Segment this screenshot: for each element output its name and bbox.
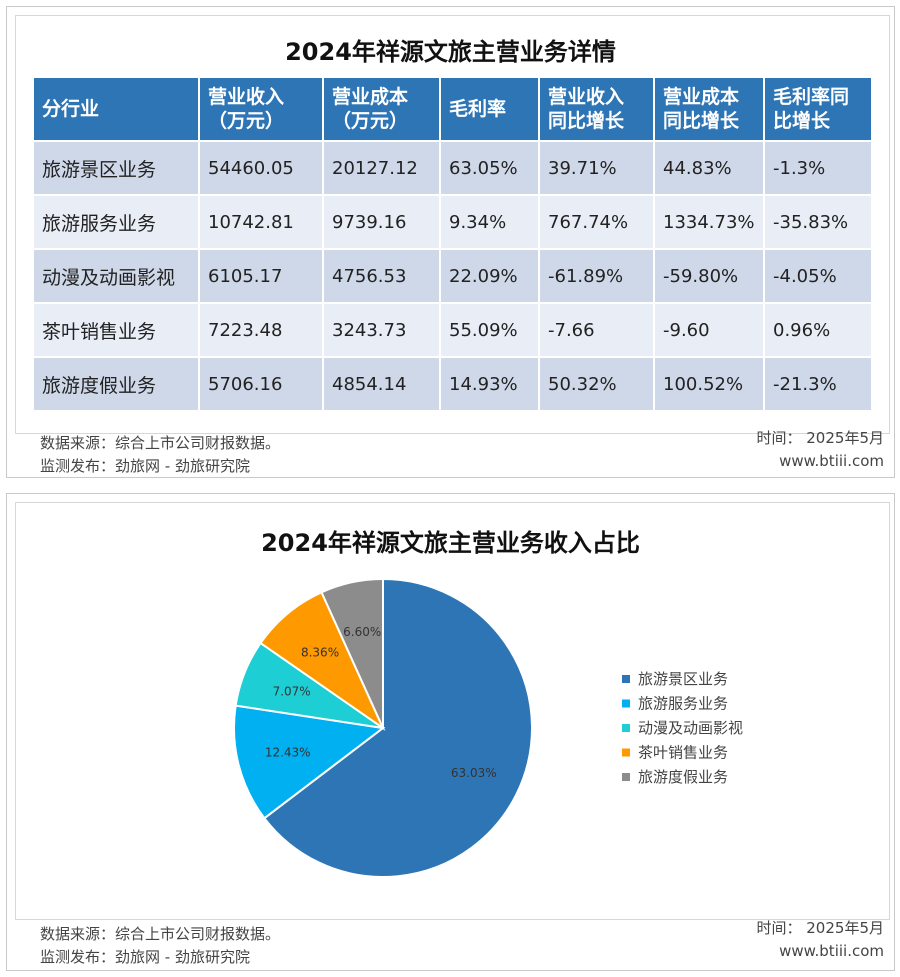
table-cell: 39.71% (540, 140, 655, 194)
column-header: 营业收入 （万元） (200, 78, 324, 140)
publisher-note: 监测发布：劲旅网 - 劲旅研究院 (40, 948, 250, 966)
column-header: 分行业 (34, 78, 200, 140)
table-cell: 50.32% (540, 356, 655, 410)
table-title: 2024年祥源文旅主营业务详情 (285, 38, 616, 66)
site-note: www.btiii.com (779, 942, 884, 960)
slice-label: 8.36% (301, 645, 339, 659)
legend-item-label: 动漫及动画影视 (638, 719, 743, 737)
chart-title: 2024年祥源文旅主营业务收入占比 (261, 529, 640, 557)
table-cell: 0.96% (765, 302, 871, 356)
date-note: 时间： 2025年5月 (756, 919, 885, 937)
pie-slice (233, 704, 386, 820)
row-label-cell: 旅游景区业务 (34, 140, 200, 194)
table-frame (15, 15, 890, 434)
footer-right: 时间： 2025年5月 www.btiii.com (757, 427, 885, 473)
legend-swatch (622, 699, 630, 708)
table-cell: -9.60 (655, 302, 765, 356)
table-cell: -35.83% (765, 194, 871, 248)
table-cell: -59.80% (655, 248, 765, 302)
legend-item-label: 茶叶销售业务 (638, 744, 728, 762)
table-row: 茶叶销售业务 7223.48 3243.73 55.09% -7.66 -9.60 0.96… (34, 302, 871, 356)
legend-item-label: 旅游服务业务 (638, 695, 728, 713)
chart-frame (15, 502, 890, 920)
slice-label: 7.07% (273, 685, 311, 699)
column-header: 营业收入 同比增长 (540, 78, 655, 140)
table-header-row: 分行业 营业收入 （万元） 营业成本 （万元） 毛利率 营业收入 同比增长 营业成本 同比… (34, 78, 871, 140)
publisher-note: 监测发布：劲旅网 - 劲旅研究院 (40, 457, 250, 475)
row-label-cell: 茶叶销售业务 (34, 302, 200, 356)
table-cell: 9.34% (441, 194, 540, 248)
legend-swatch (622, 724, 630, 732)
footer-right: 时间： 2025年5月 www.btiii.com (757, 917, 885, 963)
row-label-cell: 动漫及动画影视 (34, 248, 200, 302)
table-cell: 54460.05 (200, 140, 324, 194)
row-label-cell: 旅游度假业务 (34, 356, 200, 410)
pie-chart: 63.03% 12.43% 7.07% 8.36% 6.60% 旅游景区业务旅游服务业务动… (233, 577, 743, 878)
column-header: 营业成本 （万元） (324, 78, 441, 140)
table-row: 旅游服务业务 10742.81 9739.16 9.34% 767.74% 1334.73… (34, 194, 871, 248)
table-card: 2024年祥源文旅主营业务详情 分行业 营业收入 （万元） 营业成本 （万元） 毛利率… (6, 6, 895, 478)
table-cell: 5706.16 (200, 356, 324, 410)
table-cell: 4756.53 (324, 248, 441, 302)
row-label-cell: 旅游服务业务 (34, 194, 200, 248)
table-cell: -1.3% (765, 140, 871, 194)
table-cell: -61.89% (540, 248, 655, 302)
column-header: 毛利率 (441, 78, 540, 140)
source-note: 数据来源：综合上市公司财报数据。 (40, 925, 281, 943)
business-table: 分行业 营业收入 （万元） 营业成本 （万元） 毛利率 营业收入 同比增长 营业成本 同比… (34, 78, 871, 410)
pie-slice (262, 577, 533, 878)
legend-swatch (622, 773, 630, 781)
legend-item-label: 旅游景区业务 (638, 670, 728, 688)
table-cell: 20127.12 (324, 140, 441, 194)
table-cell: 6105.17 (200, 248, 324, 302)
table-cell: -4.05% (765, 248, 871, 302)
table-cell: 3243.73 (324, 302, 441, 356)
table-cell: 7223.48 (200, 302, 324, 356)
source-note: 数据来源：综合上市公司财报数据。 (40, 434, 281, 452)
table-cell: 22.09% (441, 248, 540, 302)
slice-label: 6.60% (343, 625, 381, 639)
table-cell: 63.05% (441, 140, 540, 194)
table-row: 旅游度假业务 5706.16 4854.14 14.93% 50.32% 100.52% -… (34, 356, 871, 410)
table-cell: -7.66 (540, 302, 655, 356)
table-cell: 1334.73% (655, 194, 765, 248)
table-cell: 9739.16 (324, 194, 441, 248)
table-row: 动漫及动画影视 6105.17 4756.53 22.09% -61.89% -59.80… (34, 248, 871, 302)
site-note: www.btiii.com (779, 452, 884, 470)
table-cell: 767.74% (540, 194, 655, 248)
table-cell: 4854.14 (324, 356, 441, 410)
table-cell: 55.09% (441, 302, 540, 356)
table-cell: 10742.81 (200, 194, 324, 248)
footer-left: 数据来源：综合上市公司财报数据。 监测发布：劲旅网 - 劲旅研究院 (40, 432, 280, 478)
pie-slice (320, 577, 384, 729)
pie-card: 2024年祥源文旅主营业务收入占比 63.03% 12.43% 7.07% 8.36%… (6, 493, 895, 971)
date-note: 时间： 2025年5月 (756, 429, 885, 447)
slice-label: 63.03% (451, 766, 497, 780)
slice-label: 12.43% (265, 745, 311, 759)
legend-item-label: 旅游度假业务 (638, 768, 728, 786)
legend-swatch (622, 748, 630, 757)
column-header: 营业成本 同比增长 (655, 78, 765, 140)
legend-swatch (622, 675, 630, 683)
table-row: 旅游景区业务 54460.05 20127.12 63.05% 39.71% 44.83%… (34, 140, 871, 194)
table-cell: 14.93% (441, 356, 540, 410)
column-header: 毛利率同 比增长 (765, 78, 871, 140)
table-cell: 44.83% (655, 140, 765, 194)
table-body: 旅游景区业务 54460.05 20127.12 63.05% 39.71% 44.83%… (34, 140, 871, 410)
table-cell: 100.52% (655, 356, 765, 410)
footer-left: 数据来源：综合上市公司财报数据。 监测发布：劲旅网 - 劲旅研究院 (40, 923, 280, 969)
table-cell: -21.3% (765, 356, 871, 410)
